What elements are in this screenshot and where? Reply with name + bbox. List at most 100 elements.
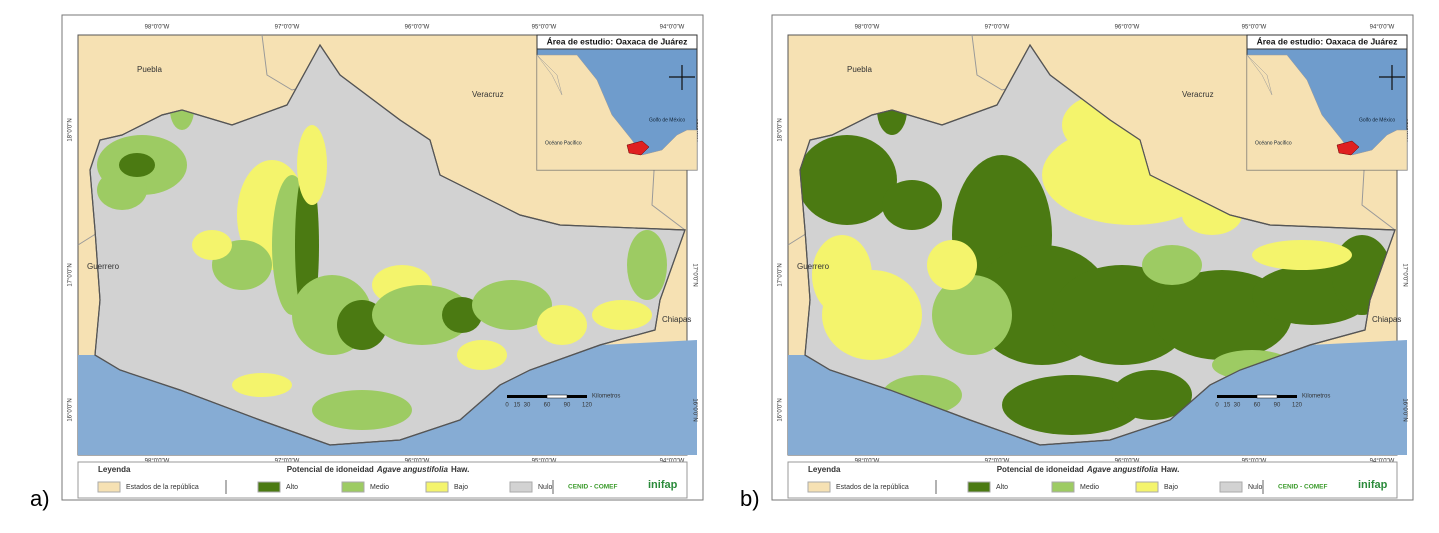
inset-map: Área de estudio: Oaxaca de Juárez Golfo d…: [1246, 34, 1408, 171]
suitability-area: [297, 125, 327, 205]
state-label: Veracruz: [1182, 90, 1214, 99]
suitability-area: [927, 240, 977, 290]
scale-tick: 15: [514, 403, 521, 409]
legend-swatch: [257, 481, 281, 493]
suitability-area: [800, 135, 897, 225]
legend-subtitle: Potencial de idoneidad Agave angustifolia…: [997, 465, 1180, 474]
subtitle-species: Agave angustifolia: [376, 465, 449, 474]
longitude-label: 95°0'0"W: [532, 25, 557, 31]
subtitle-part: Potencial de idoneidad: [287, 465, 374, 474]
inset-land: [1246, 54, 1408, 171]
inset-land: [536, 54, 563, 96]
latitude-label: 17°0'0"N: [1401, 263, 1407, 286]
suitability-area: [457, 340, 507, 370]
suitability-area: [592, 300, 652, 330]
state-label: Chiapas: [1372, 315, 1401, 324]
panel-label: b): [740, 486, 760, 511]
subtitle-part: Haw.: [451, 465, 469, 474]
suitability-area: [1142, 245, 1202, 285]
oaxaca-outline: [89, 43, 686, 446]
legend: Leyenda Estados de la república Potencial …: [787, 461, 1398, 499]
latitude-label: 18°0'0"N: [68, 118, 74, 141]
suitability-area: [812, 235, 872, 315]
inset-oaxaca: [1336, 140, 1360, 156]
legend-logo: inifap: [1358, 479, 1388, 491]
suitability-area: [932, 275, 1012, 355]
suitability-area: [882, 180, 942, 230]
legend-frame: [77, 461, 688, 499]
longitude-label: 96°0'0"W: [405, 25, 430, 31]
legend-title: Leyenda: [98, 465, 131, 474]
suitability-area: [537, 305, 587, 345]
latitude-label: 17°0'0"N: [778, 263, 784, 286]
legend-label: Medio: [370, 484, 389, 491]
map-panel: PueblaVeracruzGuerreroChiapas98°0'0"W98°…: [771, 14, 1414, 501]
latitude-label: 16°0'0"N: [778, 398, 784, 421]
legend-swatch: [1051, 481, 1075, 493]
inset-oaxaca: [626, 140, 650, 156]
legend-org: CENID - COMEF: [1278, 484, 1328, 491]
scale-tick: 0: [1215, 403, 1219, 409]
inset-map: Área de estudio: Oaxaca de Juárez Golfo d…: [536, 34, 698, 171]
scale-tick: 90: [564, 403, 571, 409]
inset-title: Área de estudio: Oaxaca de Juárez: [547, 36, 688, 46]
legend-frame: [787, 461, 1398, 499]
legend-label: Bajo: [1164, 484, 1178, 491]
longitude-label: 98°0'0"W: [145, 25, 170, 31]
suitability-area: [232, 373, 292, 397]
legend: Leyenda Estados de la república Potencial …: [77, 461, 688, 499]
legend-label: Alto: [996, 484, 1008, 491]
legend-label: Medio: [1080, 484, 1099, 491]
suitability-layer: [97, 90, 667, 430]
inset-title-bg: [1246, 34, 1408, 50]
longitude-label: 98°0'0"W: [855, 25, 880, 31]
legend-label: Estados de la república: [836, 484, 909, 491]
suitability-area: [1112, 370, 1192, 420]
legend-org: CENID - COMEF: [568, 484, 618, 491]
legend-label: Estados de la república: [126, 484, 199, 491]
longitude-label: 94°0'0"W: [660, 25, 685, 31]
scale-tick: 120: [582, 403, 593, 409]
inset-label: Océano Pacífico: [1255, 140, 1292, 146]
scale-tick: 120: [1292, 403, 1303, 409]
inset-label: Océano Pacífico: [545, 140, 582, 146]
legend-swatch: [1135, 481, 1159, 493]
ocean: [788, 340, 1407, 455]
inset-label: Golfo de México: [649, 117, 685, 123]
subtitle-species: Agave angustifolia: [1086, 465, 1159, 474]
suitability-area: [1252, 240, 1352, 270]
legend-label: Nulo: [538, 484, 553, 491]
legend-title: Leyenda: [808, 465, 841, 474]
legend-swatch: [341, 481, 365, 493]
scale-tick: 30: [1234, 403, 1241, 409]
latitude-label: 18°0'0"N: [778, 118, 784, 141]
scale-tick: 90: [1274, 403, 1281, 409]
state-label: Guerrero: [87, 262, 120, 271]
longitude-label: 95°0'0"W: [1242, 25, 1267, 31]
suitability-area: [97, 170, 147, 210]
state-label: Veracruz: [472, 90, 504, 99]
scale-tick: 60: [544, 403, 551, 409]
scale-tick: 30: [524, 403, 531, 409]
longitude-label: 96°0'0"W: [1115, 25, 1140, 31]
legend-swatch: [1219, 481, 1243, 493]
latitude-label: 16°0'0"N: [1401, 398, 1407, 421]
suitability-area: [627, 230, 667, 300]
longitude-label: 97°0'0"W: [275, 25, 300, 31]
legend-swatch: [807, 481, 831, 493]
suitability-area: [1002, 375, 1142, 435]
scale-unit: Kilometros: [592, 394, 620, 400]
oaxaca-outline: [799, 43, 1396, 446]
subtitle-part: Potencial de idoneidad: [997, 465, 1084, 474]
suitability-area: [119, 153, 155, 177]
legend-logo: inifap: [648, 479, 678, 491]
scale-unit: Kilometros: [1302, 394, 1330, 400]
scale-bar-segment: [546, 394, 568, 399]
suitability-area: [312, 390, 412, 430]
north-arrow: [1379, 65, 1405, 90]
ocean: [78, 340, 697, 455]
legend-swatch: [425, 481, 449, 493]
latitude-label: 16°0'0"N: [68, 398, 74, 421]
